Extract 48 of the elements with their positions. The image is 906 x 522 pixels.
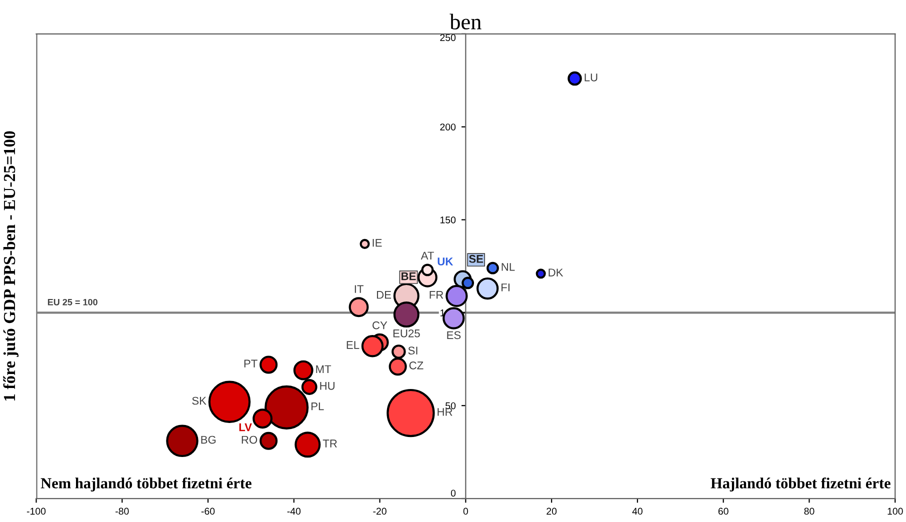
x-tick-label: -40 [287,508,301,515]
series-label: FR [430,291,444,299]
series-label: CY [372,321,388,330]
series-label: IE [372,238,382,247]
x-tick-label: -100 [26,508,46,515]
y-tick-label: 50 [446,402,456,410]
series-label: SI [408,346,418,355]
series-label: ES [447,331,461,340]
series-label: UK [438,258,454,266]
series-label: EL [346,341,360,349]
series-label: SE [468,254,484,263]
series-label: HR [438,408,452,416]
series-label: IT [354,285,364,293]
series-label: PT [244,360,258,368]
series-label: LU [584,74,598,82]
x-tick-label: 40 [632,508,642,515]
chart-title: ben [450,14,482,30]
x-tick-label: 80 [804,508,814,515]
series-label: CZ [409,362,424,370]
y-tick-label: 0 [450,490,456,497]
series-label: TR [322,440,337,448]
series-label: EU25 [393,329,420,338]
series-label: DE [376,291,392,299]
series-label: BE [402,272,416,280]
y-axis-title: 1 főre jutó GDP PPS-ben - EU-25=100 [3,131,19,400]
y-tick-label: 200 [440,124,456,130]
annotation: Nem hajlandó többet fizetni érte [40,478,252,492]
series-label: AT [420,252,434,260]
annotation: Hajlandó többet fizetni érte [710,478,890,492]
series-label: SK [192,396,206,405]
series-label: PL [312,402,324,410]
x-tick-label: 100 [888,508,903,515]
series-label: LV [239,423,252,432]
x-tick-label: 20 [546,508,557,515]
x-tick-label: -80 [116,508,129,515]
series-label: FI [502,284,510,292]
series-label: NL [502,263,515,271]
ref-line-label: EU 25 = 100 [48,298,98,306]
x-tick-label: -60 [201,508,215,515]
y-tick-label: 150 [440,216,456,224]
series-label: DK [548,268,564,276]
series-label: BG [201,436,216,444]
series-label: HU [320,382,334,390]
series-label: RO [242,436,258,444]
series-label: MT [316,365,332,373]
x-tick-label: 60 [718,508,728,515]
x-tick-label: -20 [373,508,386,515]
x-tick-label: 0 [463,508,468,515]
